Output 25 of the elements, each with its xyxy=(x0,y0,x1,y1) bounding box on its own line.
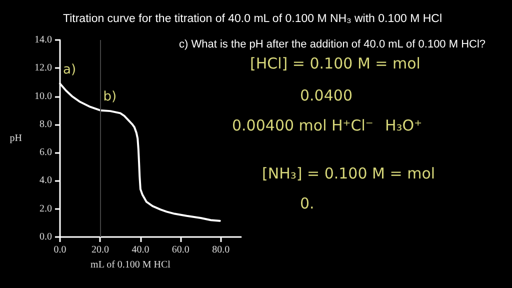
x-tick-label: 20.0 xyxy=(91,244,109,256)
x-tick-label: 80.0 xyxy=(212,244,230,256)
annotation: b) xyxy=(103,89,117,104)
y-tick-label: 14.0 xyxy=(34,34,52,46)
text: 0. xyxy=(300,194,314,212)
text: [HCl] = 0.100 M = mol xyxy=(250,54,420,72)
y-tick-label: 6.0 xyxy=(40,147,52,158)
y-tick-label: 2.0 xyxy=(40,203,52,214)
y-tick-label: 12.0 xyxy=(34,62,52,74)
text: [NH₃] = 0.100 M = mol xyxy=(262,164,436,182)
y-axis-title: pH xyxy=(10,133,22,144)
x-tick-label: 60.0 xyxy=(172,244,190,256)
y-tick-label: 10.0 xyxy=(34,90,52,102)
y-tick-label: 4.0 xyxy=(40,175,52,186)
x-tick-label: 40.0 xyxy=(132,244,150,256)
annotation: a) xyxy=(63,62,76,78)
annotation: 0.00400 mol H⁺Cl⁻ xyxy=(232,116,374,134)
x-axis-title: mL of 0.100 M HCl xyxy=(90,259,171,270)
y-tick-label: 8.0 xyxy=(40,118,52,130)
y-tick-label: 0.0 xyxy=(40,232,52,242)
text: H₃O⁺ xyxy=(385,116,422,134)
chart-title: Titration curve for the titration of 40.0 mL of 0.100 M NH₃ with 0.100 M HCl xyxy=(63,13,442,25)
x-tick-label: 0.0 xyxy=(54,244,66,256)
text: 0.0400 xyxy=(300,86,352,104)
text: c) What is the pH after the addition of 40.0 mL of 0.100 M HCl? xyxy=(179,38,486,50)
